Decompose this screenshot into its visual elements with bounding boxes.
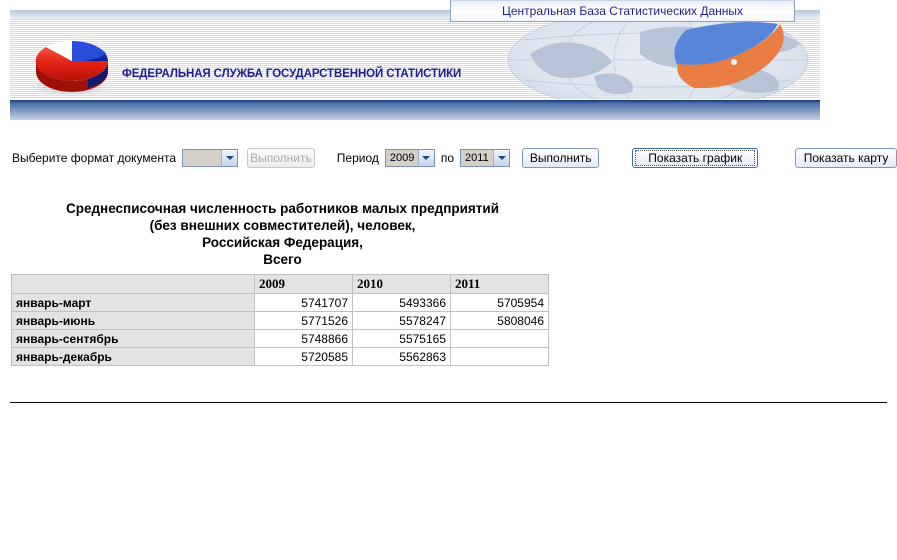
period-to-select[interactable]: 2011 bbox=[460, 149, 511, 167]
document-format-select[interactable] bbox=[182, 149, 239, 167]
chevron-down-icon[interactable] bbox=[493, 150, 510, 166]
cell-value: 5493366 bbox=[353, 294, 450, 311]
format-submit-button[interactable]: Выполнить bbox=[247, 148, 315, 168]
report-title-line-1: Среднесписочная численность работников м… bbox=[65, 201, 500, 216]
agency-title: ФЕДЕРАЛЬНАЯ СЛУЖБА ГОСУДАРСТВЕННОЙ СТАТИ… bbox=[122, 68, 462, 80]
period-from-value: 2009 bbox=[385, 150, 418, 166]
show-map-button[interactable]: Показать карту bbox=[795, 148, 897, 168]
row-label: январь-декабрь bbox=[12, 348, 254, 365]
table-corner-cell bbox=[12, 275, 254, 293]
page-divider bbox=[10, 402, 887, 403]
report-data-table: 2009 2010 2011 январь-март 5741707 54933… bbox=[11, 274, 549, 366]
pie-chart-logo-icon bbox=[24, 27, 120, 99]
document-format-label: Выберите формат документа bbox=[12, 151, 177, 165]
banner-bottom-divider bbox=[10, 99, 820, 100]
cell-value: 5578247 bbox=[353, 312, 450, 329]
row-label: январь-июнь bbox=[12, 312, 254, 329]
report-title-line-2: (без внешних совместителей), человек, bbox=[149, 218, 416, 233]
column-header-2011: 2011 bbox=[451, 275, 548, 293]
database-title-label: Центральная База Статистических Данных bbox=[501, 4, 744, 18]
table-row: январь-декабрь 5720585 5562863 bbox=[12, 348, 548, 365]
banner-top-bar bbox=[10, 10, 820, 19]
report-toolbar: Выберите формат документа Выполнить Пери… bbox=[0, 146, 897, 170]
column-header-2009: 2009 bbox=[255, 275, 352, 293]
table-row: январь-сентябрь 5748866 5575165 bbox=[12, 330, 548, 347]
table-row: январь-июнь 5771526 5578247 5808046 bbox=[12, 312, 548, 329]
cell-value bbox=[451, 330, 548, 347]
cell-value: 5720585 bbox=[255, 348, 352, 365]
chevron-down-icon[interactable] bbox=[417, 150, 434, 166]
cell-value: 5808046 bbox=[451, 312, 548, 329]
period-to-label: по bbox=[440, 151, 455, 165]
cell-value: 5748866 bbox=[255, 330, 352, 347]
row-label: январь-сентябрь bbox=[12, 330, 254, 347]
report-title-line-3: Российская Федерация, bbox=[202, 235, 363, 250]
period-to-value: 2011 bbox=[461, 150, 494, 166]
table-row: январь-март 5741707 5493366 5705954 bbox=[12, 294, 548, 311]
period-label: Период bbox=[336, 151, 379, 165]
cell-value: 5741707 bbox=[255, 294, 352, 311]
table-header-row: 2009 2010 2011 bbox=[12, 275, 548, 293]
world-map-icon bbox=[490, 18, 820, 104]
report-title-line-4: Всего bbox=[263, 252, 302, 267]
show-chart-button[interactable]: Показать график bbox=[632, 148, 759, 168]
column-header-2010: 2010 bbox=[353, 275, 450, 293]
database-title-tab: Центральная База Статистических Данных bbox=[450, 0, 795, 22]
table-body: январь-март 5741707 5493366 5705954 янва… bbox=[12, 294, 548, 365]
document-format-value bbox=[183, 150, 222, 166]
cell-value: 5575165 bbox=[353, 330, 450, 347]
period-from-select[interactable]: 2009 bbox=[384, 149, 435, 167]
cell-value: 5771526 bbox=[255, 312, 352, 329]
cell-value: 5705954 bbox=[451, 294, 548, 311]
cell-value: 5562863 bbox=[353, 348, 450, 365]
chevron-down-icon[interactable] bbox=[221, 150, 238, 166]
row-label: январь-март bbox=[12, 294, 254, 311]
period-submit-button[interactable]: Выполнить bbox=[522, 148, 600, 168]
banner-bottom-bar bbox=[10, 100, 820, 120]
site-banner: ФЕДЕРАЛЬНАЯ СЛУЖБА ГОСУДАРСТВЕННОЙ СТАТИ… bbox=[10, 10, 820, 120]
show-chart-button-label: Показать график bbox=[635, 150, 756, 166]
report-title: Среднесписочная численность работников м… bbox=[10, 200, 555, 268]
cell-value bbox=[451, 348, 548, 365]
